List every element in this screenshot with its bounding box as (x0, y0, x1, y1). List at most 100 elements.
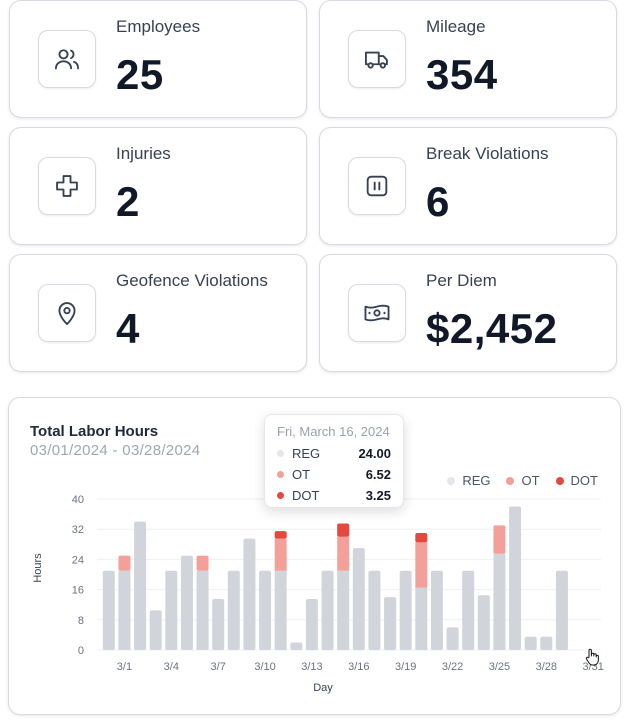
legend-item-ot[interactable]: OT (506, 473, 540, 488)
bar-ot-3-6[interactable] (196, 555, 209, 571)
bar-reg-3-20[interactable] (415, 587, 428, 650)
bar-dot-3-20[interactable] (415, 532, 428, 543)
bar-reg-3-9[interactable] (243, 538, 256, 650)
stat-label: Geofence Violations (116, 271, 268, 290)
y-tick-label: 8 (78, 615, 84, 627)
labor-hours-chart-card: 0 8 16 24 32 40 3/1 3/4 3/7 3/10 3/13 3/16 3/19 3/22 3… (8, 397, 621, 715)
bar-reg-3-16[interactable] (352, 548, 365, 650)
bar-reg-3-11[interactable] (274, 570, 287, 650)
chart-title: Total Labor Hours (30, 423, 159, 440)
bar-reg-3-10[interactable] (259, 570, 272, 650)
bar-reg-3-22[interactable] (446, 627, 459, 650)
bar-reg-3-0[interactable] (102, 570, 115, 650)
hand-cursor-icon (585, 648, 599, 671)
legend-label: OT (521, 473, 540, 488)
bar-reg-3-18[interactable] (384, 597, 397, 650)
bar-reg-3-28[interactable] (540, 636, 553, 650)
bar-ot-3-1[interactable] (118, 555, 131, 571)
stat-label: Employees (116, 17, 201, 36)
stat-card-mileage[interactable]: Mileage 354 (319, 0, 617, 118)
legend-dot (506, 476, 515, 485)
x-tick-label: 3/22 (442, 661, 463, 673)
stat-label: Break Violations (426, 144, 549, 163)
bar-reg-3-21[interactable] (430, 570, 443, 650)
pause-icon (348, 157, 406, 215)
y-tick-label: 32 (72, 524, 84, 536)
stat-label: Injuries (116, 144, 171, 163)
tooltip-dot (277, 491, 284, 499)
tooltip-series-name: REG (292, 445, 321, 461)
bar-ot-3-15[interactable] (337, 536, 350, 571)
tooltip-series-value: 6.52 (365, 466, 391, 482)
bar-reg-3-24[interactable] (477, 595, 490, 650)
bar-reg-3-15[interactable] (337, 570, 350, 650)
legend-item-reg[interactable]: REG (447, 473, 490, 488)
stat-card-injuries[interactable]: Injuries 2 (9, 127, 307, 245)
bar-reg-3-29[interactable] (555, 570, 568, 650)
money-icon (348, 284, 406, 342)
bar-reg-3-13[interactable] (305, 599, 318, 650)
bar-reg-3-7[interactable] (212, 599, 225, 650)
x-tick-label: 3/7 (211, 661, 226, 673)
tooltip-series-name: DOT (292, 487, 320, 503)
legend-dot (447, 476, 456, 485)
legend-item-dot[interactable]: DOT (555, 473, 598, 488)
y-tick-label: 0 (78, 645, 84, 657)
bar-ot-3-20[interactable] (415, 542, 428, 588)
bar-reg-3-8[interactable] (227, 570, 240, 650)
stat-card-per-diem[interactable]: Per Diem $2,452 (319, 254, 617, 372)
bar-reg-3-17[interactable] (368, 570, 381, 650)
x-tick-label: 3/16 (348, 661, 369, 673)
tooltip-series-value: 24.00 (358, 445, 391, 461)
x-tick-label: 3/25 (489, 661, 510, 673)
stat-card-break-violations[interactable]: Break Violations 6 (319, 127, 617, 245)
truck-icon (348, 30, 406, 88)
bar-reg-3-23[interactable] (462, 570, 475, 650)
x-tick-label: 3/4 (164, 661, 179, 673)
bar-reg-3-3[interactable] (149, 610, 162, 650)
stat-value: 354 (426, 51, 498, 98)
bar-reg-3-1[interactable] (118, 570, 131, 650)
tooltip-series-value: 3.25 (365, 487, 391, 503)
bar-reg-3-2[interactable] (134, 521, 147, 650)
bar-reg-3-14[interactable] (321, 570, 334, 650)
y-tick-label: 24 (72, 554, 84, 566)
x-tick-label: 3/28 (536, 661, 557, 673)
stat-value: 6 (426, 178, 450, 225)
legend-label: REG (462, 473, 491, 488)
bar-reg-3-12[interactable] (290, 642, 303, 650)
tooltip-dot (277, 470, 284, 478)
bar-reg-3-26[interactable] (509, 506, 522, 650)
bar-reg-3-27[interactable] (524, 636, 537, 650)
chart-date-range: 03/01/2024 - 03/28/2024 (30, 442, 201, 459)
bar-dot-3-15[interactable] (337, 523, 350, 537)
stat-label: Mileage (426, 17, 486, 36)
stat-value: $2,452 (426, 305, 558, 352)
bar-reg-3-4[interactable] (165, 570, 178, 650)
stat-value: 2 (116, 178, 140, 225)
stat-label: Per Diem (426, 271, 497, 290)
bar-ot-3-11[interactable] (274, 538, 287, 571)
bar-dot-3-11[interactable] (274, 531, 287, 539)
stat-value: 4 (116, 305, 140, 352)
legend-dot (555, 476, 564, 485)
tooltip-row-ot: OT 6.52 (277, 466, 391, 482)
tooltip-row-dot: DOT 3.25 (277, 487, 391, 503)
bar-reg-3-6[interactable] (196, 570, 209, 650)
chart-tooltip: Fri, March 16, 2024 REG 24.00 OT 6.52 DO… (264, 414, 404, 508)
stat-card-employees[interactable]: Employees 25 (9, 0, 307, 118)
x-tick-label: 3/1 (117, 661, 132, 673)
bar-ot-3-25[interactable] (493, 525, 506, 554)
tooltip-series-name: OT (292, 466, 311, 482)
x-tick-label: 3/19 (395, 661, 416, 673)
legend-label: DOT (570, 473, 598, 488)
stat-card-geofence-violations[interactable]: Geofence Violations 4 (9, 254, 307, 372)
stat-value: 25 (116, 51, 164, 98)
x-tick-label: 3/13 (301, 661, 322, 673)
bar-reg-3-5[interactable] (180, 555, 193, 650)
bar-reg-3-25[interactable] (493, 553, 506, 650)
users-icon (38, 30, 96, 88)
tooltip-date: Fri, March 16, 2024 (277, 424, 390, 439)
bar-reg-3-19[interactable] (399, 570, 412, 650)
chart-legend: REG OT DOT (447, 473, 598, 488)
